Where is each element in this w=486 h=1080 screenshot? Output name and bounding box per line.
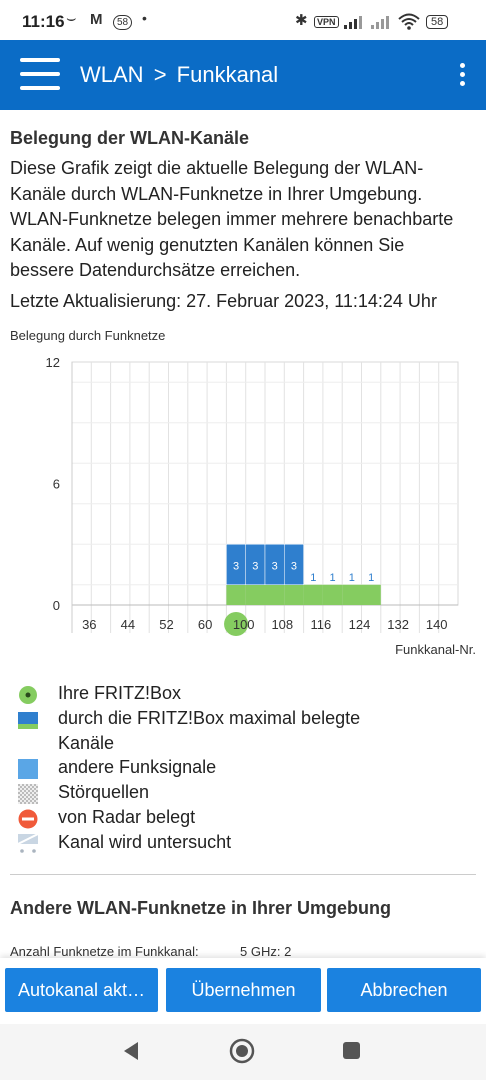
description-line: bessere Datendurchsätze erreichen.	[10, 260, 301, 280]
section-divider	[10, 874, 476, 875]
legend-label: Kanal wird untersucht	[58, 831, 232, 852]
x-tick-label: 36	[82, 617, 96, 632]
other-networks-heading: Andere WLAN-Funknetze in Ihrer Umgebung	[10, 898, 392, 918]
wifi-icon	[398, 13, 420, 30]
signal-icon-2	[371, 16, 389, 29]
legend-item-channel-scan: Kanal wird untersucht	[16, 831, 476, 856]
own-channel-marker	[224, 612, 249, 636]
legend-item-radar: von Radar belegt	[16, 806, 476, 831]
radar-icon	[18, 809, 38, 829]
bar-data-label: 3	[233, 561, 239, 573]
bar-data-label: 3	[252, 561, 258, 573]
breadcrumb: WLAN > Funkkanal	[80, 62, 278, 88]
network-count-label: Anzahl Funknetze im Funkkanal:	[10, 944, 199, 958]
app-bar: WLAN > Funkkanal	[0, 40, 486, 110]
x-tick-label: 100	[233, 617, 255, 632]
breadcrumb-separator: >	[153, 62, 167, 87]
section-heading: Belegung der WLAN-Kanäle	[10, 128, 250, 148]
cancel-button[interactable]: Abbrechen	[327, 968, 481, 1012]
legend-label: durch die FRITZ!Box maximal belegte	[58, 707, 361, 728]
missed-call-icon: ⌣	[66, 10, 77, 27]
last-update-text: Letzte Aktualisierung: 27. Februar 2023,…	[10, 291, 437, 311]
x-tick-label: 60	[198, 617, 212, 632]
status-time: 11:16	[22, 12, 65, 31]
status-bar: 11:16 ⌣ M 58 • ✱ VPN 58	[0, 0, 486, 40]
bar-max-used	[303, 584, 323, 605]
bar-data-label: 1	[329, 572, 335, 584]
legend-label: andere Funksignale	[58, 757, 217, 778]
legend-item-max-used: durch die FRITZ!Box maximal belegte	[16, 707, 476, 732]
x-tick-label: 132	[387, 617, 409, 632]
apply-button[interactable]: Übernehmen	[166, 968, 321, 1012]
bar-max-used	[226, 584, 246, 605]
bar-max-used	[361, 584, 381, 605]
max-used-channels-icon	[18, 711, 38, 729]
x-tick-label: 108	[271, 617, 293, 632]
gmail-icon: M	[90, 11, 103, 28]
chart-caption: Belegung durch Funknetze	[10, 328, 166, 343]
description-line: Kanäle. Auf wenig genutzten Kanälen könn…	[10, 234, 405, 255]
x-tick-label: 52	[159, 617, 173, 632]
channel-occupancy-chart: 0 6 12 36 44 52 60 100 108 116 124 132 140 Funkkanal-…	[46, 355, 476, 657]
breadcrumb-wlan[interactable]: WLAN	[80, 62, 144, 87]
own-fritzbox-icon	[19, 686, 37, 704]
legend-item-max-used-cont: Kanäle	[16, 732, 476, 757]
section-description: Diese Grafik zeigt die aktuelle Belegung…	[10, 156, 476, 284]
recent-apps-icon[interactable]	[342, 1041, 362, 1061]
bar-data-label: 1	[349, 572, 355, 584]
description-line: WLAN-Funknetze belegen immer mehrere ben…	[10, 209, 454, 229]
bar-data-label: 3	[272, 561, 278, 573]
legend-item-own-fritzbox: Ihre FRITZ!Box	[16, 682, 476, 707]
more-notifications-icon: •	[142, 10, 147, 26]
bar-max-used	[284, 584, 304, 605]
back-icon[interactable]	[120, 1040, 142, 1062]
chart-legend: Ihre FRITZ!Box durch die FRITZ!Box maxim…	[16, 682, 476, 856]
bar-max-used	[322, 584, 343, 605]
action-bar: Autokanal akt… Übernehmen Abbrechen	[0, 958, 486, 1024]
system-navigation-bar	[0, 1024, 486, 1080]
x-tick-label: 116	[311, 617, 332, 632]
network-count-row: Anzahl Funknetze im Funkkanal: 5 GHz: 2	[10, 944, 476, 958]
y-tick-label: 6	[53, 477, 60, 492]
bar-other-signals	[284, 544, 304, 585]
bar-max-used	[245, 584, 265, 605]
x-tick-label: 124	[349, 617, 371, 632]
legend-label: Ihre FRITZ!Box	[58, 683, 182, 703]
bar-data-label: 1	[368, 572, 374, 584]
signal-icon	[344, 16, 362, 29]
autochannel-button[interactable]: Autokanal akt…	[5, 968, 158, 1012]
legend-label: Störquellen	[58, 782, 150, 803]
menu-icon[interactable]	[20, 58, 60, 92]
bar-max-used	[265, 584, 285, 605]
vpn-icon: VPN	[314, 16, 339, 28]
notification-count-badge: 58	[113, 15, 133, 30]
more-options-icon[interactable]	[455, 63, 469, 89]
y-tick-label: 0	[53, 598, 60, 613]
description-line: Diese Grafik zeigt die aktuelle Belegung…	[10, 158, 424, 178]
battery-icon: 58	[426, 15, 449, 29]
legend-label: von Radar belegt	[58, 806, 196, 827]
network-count-value: 5 GHz: 2	[240, 944, 292, 958]
interference-icon	[18, 784, 38, 805]
page-title: Funkkanal	[176, 62, 279, 87]
legend-label: Kanäle	[58, 732, 115, 753]
home-icon[interactable]	[229, 1038, 255, 1064]
legend-item-other-signals: andere Funksignale	[16, 756, 476, 781]
x-tick-label: 44	[121, 617, 135, 632]
bar-max-used	[342, 584, 362, 605]
bar-data-label: 3	[291, 561, 297, 573]
legend-item-interference: Störquellen	[16, 781, 476, 806]
channel-scan-icon	[18, 833, 38, 853]
x-axis-title: Funkkanal-Nr.	[395, 642, 476, 657]
other-signals-icon	[18, 759, 38, 780]
y-tick-label: 12	[46, 355, 60, 370]
bar-data-label: 1	[310, 572, 316, 584]
x-tick-label: 140	[426, 617, 448, 632]
description-line: Kanäle durch WLAN-Funknetze in Ihrer Umg…	[10, 183, 423, 204]
bluetooth-icon: ✱	[295, 12, 308, 29]
